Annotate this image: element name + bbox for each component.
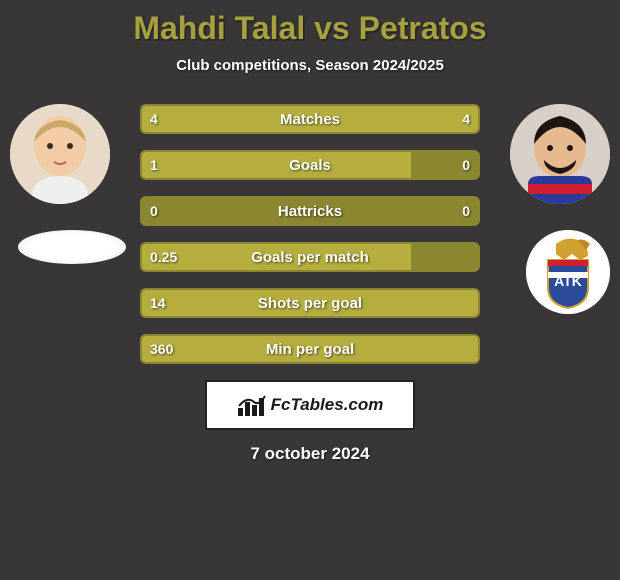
subtitle: Club competitions, Season 2024/2025 [0,57,620,74]
footer-brand-box: FcTables.com [205,380,415,430]
stat-row: 10Goals [140,150,480,180]
stat-row: 14Shots per goal [140,288,480,318]
comparison-chart: ATK 44Matches 10Goals 00Hattricks 0.25Goals… [0,104,620,364]
stat-row: 00Hattricks [140,196,480,226]
club-right-badge: ATK [526,230,610,314]
face-icon [510,104,610,204]
stat-label: Hattricks [142,198,478,224]
bars-icon [237,394,267,416]
stat-label: Shots per goal [142,290,478,316]
stat-label: Matches [142,106,478,132]
player-left-avatar [10,104,110,204]
face-icon [10,104,110,204]
stat-label: Goals per match [142,244,478,270]
club-crest-icon: ATK [526,230,610,314]
player-right-avatar [510,104,610,204]
stat-label: Goals [142,152,478,178]
page-title: Mahdi Talal vs Petratos [0,0,620,47]
stat-row: 360Min per goal [140,334,480,364]
stat-label: Min per goal [142,336,478,362]
stat-row: 0.25Goals per match [140,242,480,272]
stat-row: 44Matches [140,104,480,134]
stat-bars: 44Matches 10Goals 00Hattricks 0.25Goals per… [140,104,480,364]
footer-logo: FcTables.com [237,394,384,416]
club-left-badge [18,230,126,264]
svg-text:ATK: ATK [554,273,582,289]
footer-brand-text: FcTables.com [271,395,384,415]
date-text: 7 october 2024 [0,444,620,464]
